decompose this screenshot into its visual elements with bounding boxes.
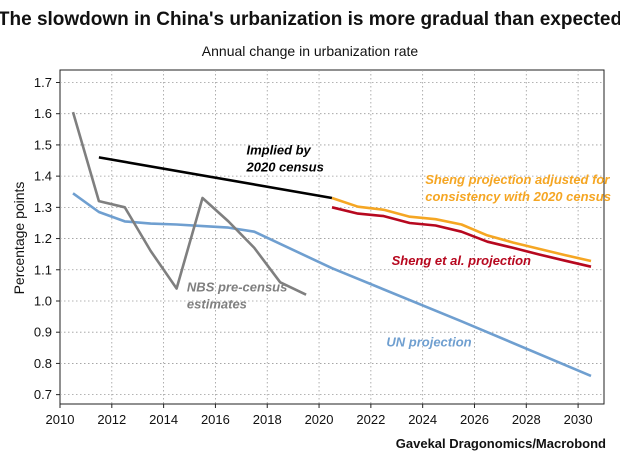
annotation-line: Sheng projection adjusted for: [425, 172, 610, 187]
series-group: [71, 111, 592, 378]
source-label: Gavekal Dragonomics/Macrobond: [396, 436, 606, 451]
x-tick-label: 2022: [356, 412, 385, 427]
annotation-line: consistency with 2020 census: [425, 189, 611, 204]
series-line-implied-by-2020-census: [98, 156, 333, 200]
annotation-line: Sheng et al. projection: [392, 253, 531, 268]
y-tick-label: 0.8: [34, 356, 52, 371]
annotation-line: estimates: [187, 297, 247, 312]
annotation-line: 2020 census: [246, 159, 324, 174]
y-tick-label: 0.7: [34, 387, 52, 402]
y-tick-label: 1.4: [34, 169, 52, 184]
annotation-line: UN projection: [386, 334, 471, 349]
plot-area: [59, 69, 605, 405]
y-tick-label: 1.5: [34, 137, 52, 152]
x-tick-label: 2012: [97, 412, 126, 427]
annotation-line: Implied by: [247, 142, 312, 157]
series-line-sheng-projection-adjusted-for-consistency-with-2020-census: [331, 196, 592, 263]
y-tick-label: 1.7: [34, 75, 52, 90]
x-tick-label: 2024: [408, 412, 437, 427]
chart-subtitle: Annual change in urbanization rate: [202, 43, 419, 59]
x-tick-label: 2014: [149, 412, 178, 427]
series-line-sheng-et-al-projection: [331, 206, 592, 268]
axis-ticks: 2010 2012 2014 2016 2018 2020 2022 2024 2026 2028…: [34, 75, 593, 427]
y-tick-label: 1.1: [34, 262, 52, 277]
annotations: Implied by 2020 census Sheng projection ad…: [187, 142, 611, 349]
series-annotation: UN projection: [386, 334, 471, 349]
x-tick-label: 2030: [564, 412, 593, 427]
series-annotation: Implied by 2020 census: [246, 142, 324, 174]
series-annotation: Sheng projection adjusted for consistency…: [425, 172, 611, 204]
y-tick-label: 1.2: [34, 231, 52, 246]
series-line-nbs-pre-census-estimates: [71, 111, 307, 296]
x-tick-label: 2016: [201, 412, 230, 427]
x-tick-label: 2010: [46, 412, 75, 427]
x-tick-label: 2018: [253, 412, 282, 427]
x-tick-label: 2028: [512, 412, 541, 427]
y-tick-label: 1.6: [34, 106, 52, 121]
series-annotation: NBS pre-census estimates: [187, 280, 287, 312]
chart-title: The slowdown in China's urbanization is …: [0, 9, 620, 30]
series-annotation: Sheng et al. projection: [392, 253, 531, 268]
y-tick-label: 0.9: [34, 325, 52, 340]
series-line-un-projection: [72, 192, 592, 378]
x-tick-label: 2020: [305, 412, 334, 427]
y-axis-label: Percentage points: [11, 182, 27, 295]
y-tick-label: 1.3: [34, 200, 52, 215]
x-tick-label: 2026: [460, 412, 489, 427]
annotation-line: NBS pre-census: [187, 280, 287, 295]
y-tick-label: 1.0: [34, 293, 52, 308]
